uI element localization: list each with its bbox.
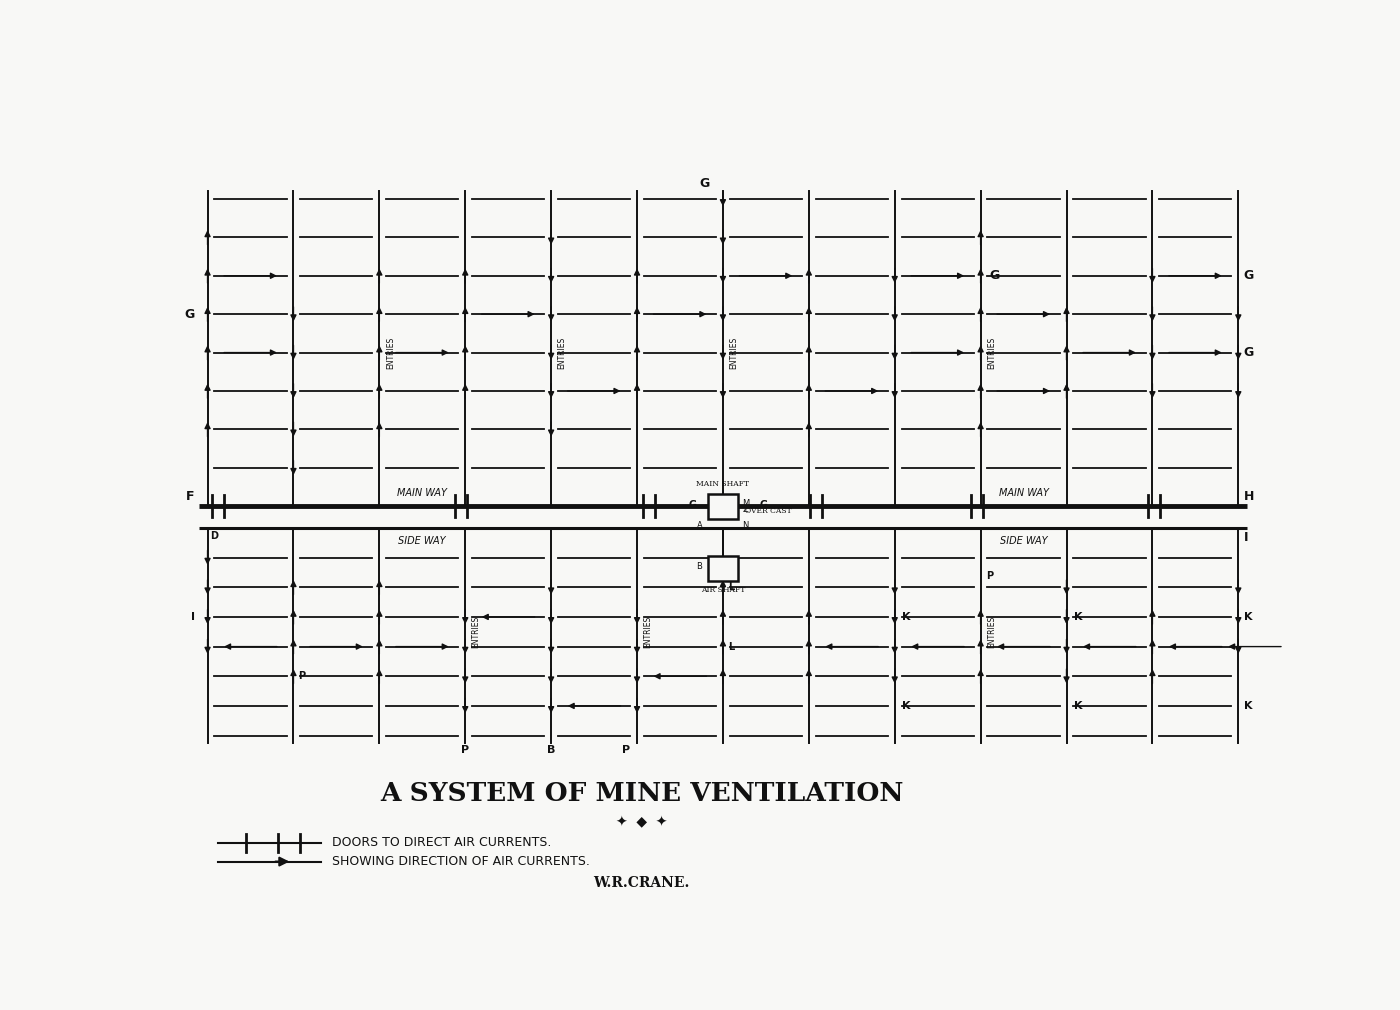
Text: ENTRIES: ENTRIES [472,616,480,647]
Text: OVER CAST: OVER CAST [745,507,791,515]
Text: P: P [986,571,993,581]
Text: MAIN WAY: MAIN WAY [998,489,1049,498]
Text: M: M [742,499,750,508]
Text: G: G [760,500,767,510]
Text: G: G [1243,346,1254,360]
Text: G: G [990,270,1000,282]
Text: SIDE WAY: SIDE WAY [1000,535,1047,545]
Text: K: K [903,612,911,622]
Text: AIR SHAFT: AIR SHAFT [701,586,745,594]
Bar [708,556,738,581]
Text: ENTRIES: ENTRIES [386,336,395,369]
Text: B: B [547,745,556,754]
Text: K: K [1074,701,1082,711]
Bar [708,494,738,518]
Text: K: K [1074,612,1082,622]
Text: D: D [210,531,218,541]
Text: SHOWING DIRECTION OF AIR CURRENTS.: SHOWING DIRECTION OF AIR CURRENTS. [332,855,591,868]
Text: G: G [700,177,710,190]
Text: A: A [697,521,703,530]
Text: I: I [190,612,195,622]
Text: L: L [728,582,735,592]
Text: P: P [622,745,630,754]
Text: G: G [689,500,697,510]
Text: DOORS TO DIRECT AIR CURRENTS.: DOORS TO DIRECT AIR CURRENTS. [332,836,552,849]
Text: K: K [1243,612,1252,622]
Text: ENTRIES: ENTRIES [644,616,652,647]
Text: A SYSTEM OF MINE VENTILATION: A SYSTEM OF MINE VENTILATION [379,782,903,806]
Text: P: P [461,745,469,754]
Text: N: N [742,521,749,530]
Text: K: K [903,701,911,711]
Text: F: F [186,490,195,503]
Text: L: L [728,641,735,651]
Text: ENTRIES: ENTRIES [987,336,997,369]
Text: G: G [1243,270,1254,282]
Text: MAIN SHAFT: MAIN SHAFT [696,481,749,488]
Text: ENTRIES: ENTRIES [557,336,567,369]
Text: P: P [298,672,305,682]
Text: I: I [1243,531,1249,544]
Text: SIDE WAY: SIDE WAY [399,535,447,545]
Text: B: B [696,562,703,571]
Text: Z: Z [742,505,748,514]
Text: H: H [1243,490,1254,503]
Text: W.R.CRANE.: W.R.CRANE. [594,877,690,891]
Text: ENTRIES: ENTRIES [987,616,997,647]
Text: G: G [185,308,195,320]
Text: ENTRIES: ENTRIES [729,336,738,369]
Text: ✦  ◆  ✦: ✦ ◆ ✦ [616,816,668,829]
Text: K: K [1243,701,1252,711]
Text: MAIN WAY: MAIN WAY [398,489,447,498]
